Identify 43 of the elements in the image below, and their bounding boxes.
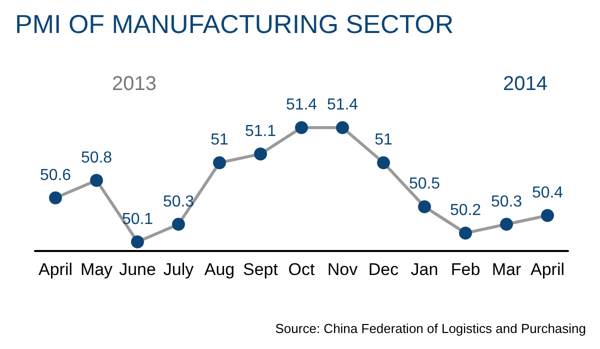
data-label: 51.4 <box>326 96 358 114</box>
point <box>295 121 308 134</box>
data-label: 50.1 <box>122 210 154 228</box>
x-tick-label: May <box>80 260 114 279</box>
point <box>418 200 431 214</box>
x-tick-label: Oct <box>288 260 315 279</box>
chart-title: PMI OF MANUFACTURING SECTOR <box>15 9 454 39</box>
x-tick-label: July <box>163 260 194 279</box>
x-tick-label: Jan <box>410 260 438 279</box>
data-label: 50.3 <box>490 193 522 210</box>
x-tick-label: Mar <box>492 260 522 279</box>
data-label: 51.4 <box>286 96 318 114</box>
point <box>254 147 267 160</box>
point <box>377 156 390 170</box>
data-label: 50.2 <box>450 202 482 220</box>
point <box>541 208 554 222</box>
text: 2013 <box>112 73 156 95</box>
x-tick-label: April <box>38 260 73 279</box>
point <box>90 174 103 187</box>
x-tick-label: Sept <box>243 260 278 279</box>
point <box>459 226 472 240</box>
data-label: 51.1 <box>244 122 276 140</box>
x-tick-label: April <box>530 260 565 279</box>
text: 2014 <box>503 73 548 95</box>
data-label: 50.4 <box>532 184 564 202</box>
x-tick-label: Dec <box>368 260 400 279</box>
data-label: 50.3 <box>162 193 194 210</box>
point <box>131 235 144 248</box>
point <box>172 218 185 231</box>
point <box>49 191 62 204</box>
x-tick-label: Aug <box>204 260 235 279</box>
point <box>500 218 513 231</box>
x-tick-label: June <box>119 260 156 279</box>
data-label: 50.5 <box>408 176 440 193</box>
point <box>336 121 349 134</box>
data-label: 51 <box>374 132 392 149</box>
data-label: 50.8 <box>80 149 112 166</box>
x-tick-label: Feb <box>450 260 480 279</box>
point <box>213 156 226 170</box>
source-note: Source: China Federation of Logistics and Purchasing <box>275 321 586 336</box>
data-label: 51 <box>210 132 228 149</box>
x-tick-label: Nov <box>327 260 358 279</box>
data-label: 50.6 <box>40 166 72 184</box>
